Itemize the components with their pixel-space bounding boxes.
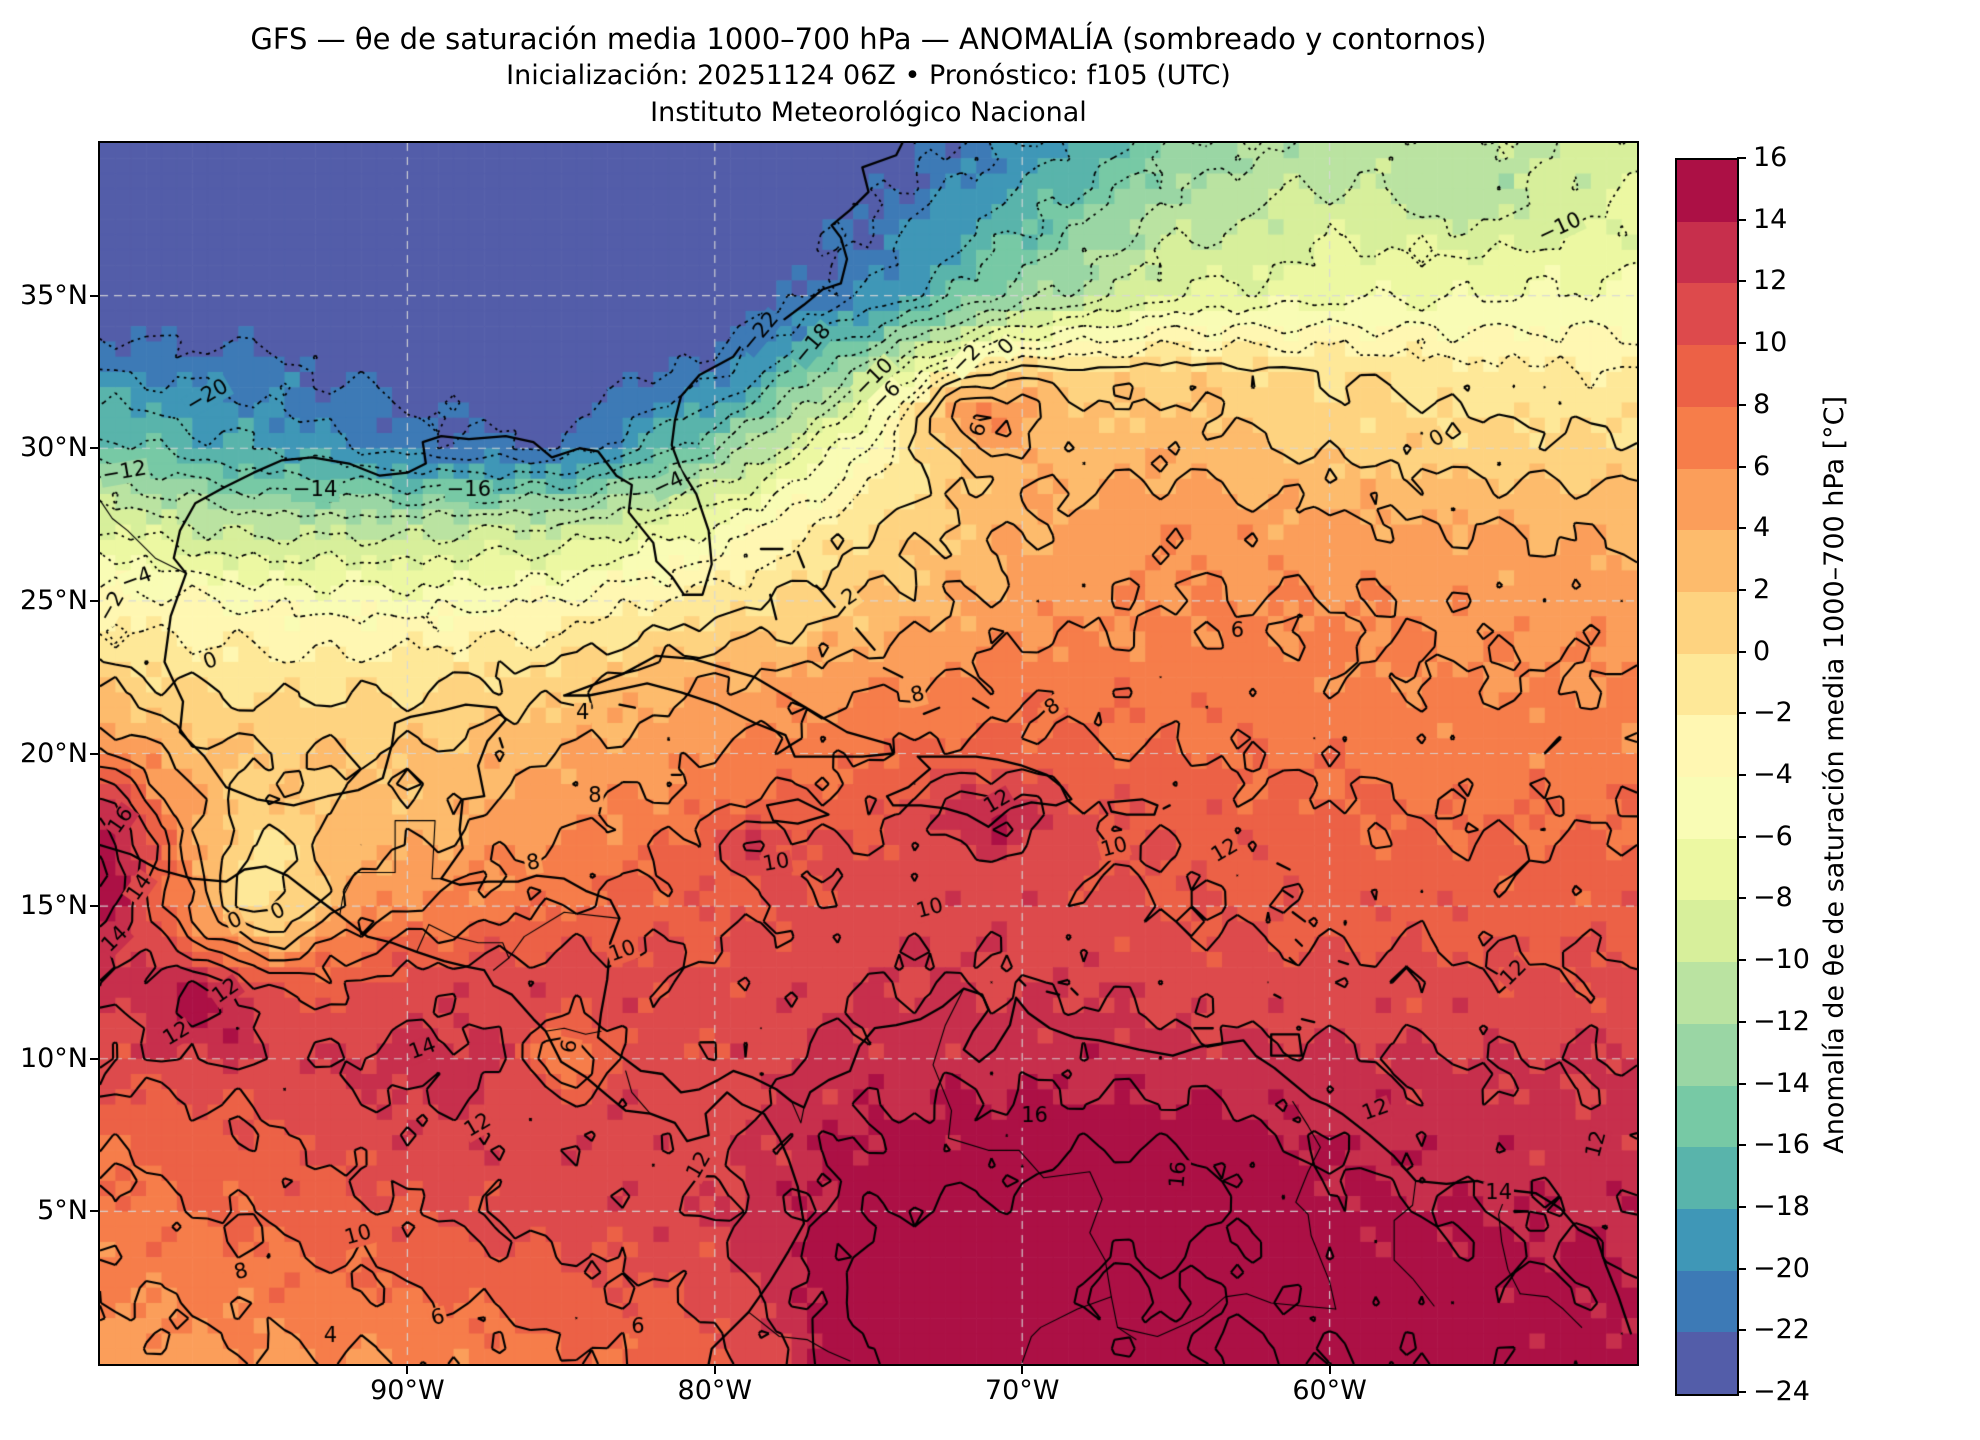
colorbar-segment xyxy=(1677,1208,1737,1271)
colorbar-tick-mark xyxy=(1737,1082,1746,1085)
colorbar-tick-mark xyxy=(1737,897,1746,900)
colorbar-segment xyxy=(1677,777,1737,839)
chart-institution: Instituto Meteorológico Nacional xyxy=(650,97,1087,128)
x-tick-mark xyxy=(1328,1366,1331,1374)
colorbar-segment xyxy=(1677,160,1737,222)
colorbar-segment xyxy=(1677,900,1737,963)
x-tick-label: 90°W xyxy=(370,1375,445,1406)
colorbar-tick-mark xyxy=(1737,465,1746,468)
colorbar-tick-label: 4 xyxy=(1753,512,1771,544)
colorbar-segment xyxy=(1677,653,1737,716)
colorbar-tick-label: −18 xyxy=(1753,1190,1810,1222)
colorbar-tick-label: 16 xyxy=(1753,142,1788,173)
colorbar-axis-label: Anomalía de θe de saturación media 1000–… xyxy=(1806,158,1862,1392)
x-tick-mark xyxy=(406,1366,409,1374)
x-tick-mark xyxy=(713,1366,716,1374)
colorbar-segment xyxy=(1677,1270,1737,1333)
chart-title: GFS — θe de saturación media 1000–700 hP… xyxy=(250,22,1487,56)
colorbar-tick-label: 14 xyxy=(1753,203,1788,235)
colorbar-tick-mark xyxy=(1737,588,1746,591)
y-tick-label: 15°N xyxy=(19,890,88,922)
y-tick-label: 10°N xyxy=(19,1042,88,1074)
colorbar-tick-label: 6 xyxy=(1753,450,1771,482)
colorbar-tick-mark xyxy=(1737,280,1746,283)
colorbar-tick-mark xyxy=(1737,403,1746,406)
colorbar-tick-label: −24 xyxy=(1753,1376,1810,1407)
colorbar-segment xyxy=(1677,1085,1737,1148)
colorbar-segment xyxy=(1677,283,1737,346)
colorbar-segment xyxy=(1677,221,1737,284)
colorbar-segment xyxy=(1677,1023,1737,1086)
colorbar-tick-mark xyxy=(1737,1391,1746,1393)
colorbar-tick-mark xyxy=(1737,1144,1746,1147)
y-tick-mark xyxy=(90,599,98,602)
colorbar-tick-mark xyxy=(1737,1020,1746,1023)
colorbar-tick-mark xyxy=(1737,1205,1746,1208)
y-tick-label: 20°N xyxy=(19,737,88,769)
colorbar-label-text: Anomalía de θe de saturación media 1000–… xyxy=(1818,396,1850,1154)
colorbar-tick-label: 8 xyxy=(1753,388,1771,420)
y-tick-mark xyxy=(90,294,98,297)
y-tick-label: 30°N xyxy=(19,432,88,464)
colorbar-tick-label: 2 xyxy=(1753,573,1771,605)
colorbar-segment xyxy=(1677,1332,1737,1395)
y-tick-label: 5°N xyxy=(37,1195,88,1227)
colorbar-segment xyxy=(1677,715,1737,778)
colorbar-tick-label: −2 xyxy=(1753,697,1793,729)
chart-subtitle: Inicialización: 20251124 06Z • Pronóstic… xyxy=(506,60,1231,91)
y-tick-mark xyxy=(90,752,98,755)
x-tick-label: 70°W xyxy=(984,1375,1060,1406)
y-tick-label: 35°N xyxy=(19,279,88,311)
colorbar-tick-mark xyxy=(1737,959,1746,962)
colorbar-tick-mark xyxy=(1737,774,1746,776)
x-tick-label: 80°W xyxy=(677,1375,753,1406)
map-canvas xyxy=(100,143,1637,1364)
colorbar-segment xyxy=(1677,1147,1737,1209)
colorbar-segment xyxy=(1677,530,1737,592)
colorbar-tick-label: 12 xyxy=(1753,265,1788,297)
colorbar-tick-label: −16 xyxy=(1753,1129,1810,1161)
colorbar-tick-label: −6 xyxy=(1753,820,1793,852)
colorbar-tick-mark xyxy=(1737,712,1746,715)
colorbar-tick-mark xyxy=(1737,1329,1746,1332)
colorbar-segment xyxy=(1677,591,1737,654)
colorbar-tick-label: −12 xyxy=(1753,1005,1810,1037)
y-tick-label: 25°N xyxy=(19,584,88,616)
x-tick-mark xyxy=(1021,1366,1024,1374)
x-tick-label: 60°W xyxy=(1292,1375,1367,1406)
colorbar-segment xyxy=(1677,962,1737,1024)
colorbar-tick-mark xyxy=(1737,342,1746,345)
colorbar xyxy=(1675,158,1739,1396)
colorbar-tick-label: −8 xyxy=(1753,882,1793,914)
colorbar-segment xyxy=(1677,345,1737,407)
y-tick-mark xyxy=(90,1057,98,1060)
colorbar-segment xyxy=(1677,468,1737,531)
y-tick-mark xyxy=(90,1210,98,1213)
colorbar-tick-label: −20 xyxy=(1753,1252,1810,1284)
y-tick-mark xyxy=(90,905,98,908)
colorbar-segment xyxy=(1677,406,1737,469)
y-tick-mark xyxy=(90,447,98,450)
colorbar-tick-mark xyxy=(1737,835,1746,838)
colorbar-tick-mark xyxy=(1737,218,1746,221)
colorbar-tick-label: −10 xyxy=(1753,944,1810,976)
colorbar-tick-mark xyxy=(1737,650,1746,653)
colorbar-tick-mark xyxy=(1737,1267,1746,1270)
colorbar-tick-label: 10 xyxy=(1753,327,1788,359)
colorbar-tick-mark xyxy=(1737,157,1746,159)
colorbar-tick-mark xyxy=(1737,527,1746,530)
colorbar-segment xyxy=(1677,838,1737,901)
colorbar-tick-label: 0 xyxy=(1753,635,1771,667)
colorbar-tick-label: −14 xyxy=(1753,1067,1810,1099)
colorbar-tick-label: −4 xyxy=(1753,759,1793,790)
colorbar-tick-label: −22 xyxy=(1753,1314,1810,1346)
